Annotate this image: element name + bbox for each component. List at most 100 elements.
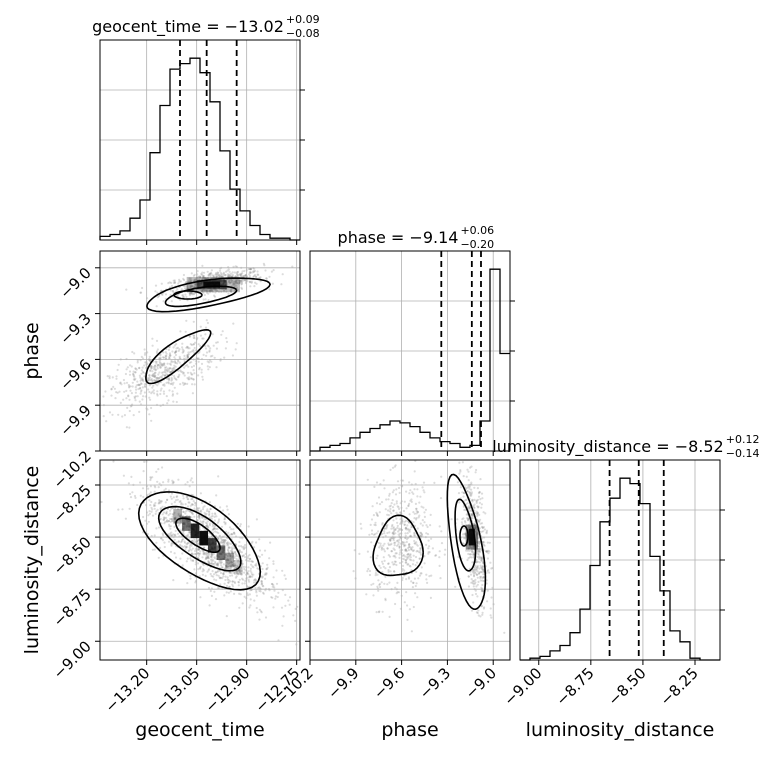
scatter-point (392, 489, 395, 492)
scatter-point (181, 508, 184, 511)
scatter-point (242, 275, 246, 278)
scatter-point (247, 578, 250, 582)
scatter-point (392, 509, 395, 512)
scatter-point (238, 540, 241, 544)
scatter-point (264, 589, 267, 592)
scatter-point (231, 552, 234, 555)
scatter-point (473, 582, 476, 585)
scatter-point (204, 525, 208, 528)
scatter-point (173, 538, 176, 542)
scatter-point (470, 578, 473, 581)
scatter-point (265, 567, 268, 571)
scatter-point (416, 488, 419, 491)
scatter-point (236, 560, 239, 563)
scatter-point (466, 490, 469, 493)
scatter-point (190, 365, 193, 369)
scatter-point (475, 501, 478, 504)
scatter-point (134, 391, 137, 394)
scatter-point (416, 561, 419, 564)
scatter-point (482, 573, 485, 576)
grid-hist-luminosity-distance (520, 460, 720, 660)
scatter-point (366, 550, 369, 553)
scatter-point (481, 497, 484, 500)
scatter-point (155, 379, 158, 382)
scatter-point (198, 507, 201, 510)
scatter-point (389, 539, 392, 542)
scatter-point (240, 286, 243, 289)
scatter-point (229, 564, 232, 567)
scatter-point (174, 556, 178, 559)
scatter-point (181, 371, 184, 374)
scatter-point (114, 397, 117, 400)
scatter-point (380, 546, 383, 549)
scatter-point (392, 532, 395, 535)
scatter-point (234, 552, 237, 556)
scatter-point (481, 577, 484, 580)
scatter-point (172, 346, 175, 349)
scatter-point (234, 543, 238, 546)
scatter-point (129, 385, 132, 388)
scatter-point (403, 500, 406, 503)
scatter-point (484, 512, 487, 515)
scatter-point (232, 282, 235, 285)
scatter-point (182, 371, 185, 374)
scatter-point (166, 402, 169, 405)
scatter-point (475, 525, 478, 529)
scatter-point (478, 545, 481, 548)
scatter-point (218, 569, 221, 573)
scatter-point (476, 487, 479, 490)
scatter-point (214, 291, 217, 294)
scatter-point (227, 543, 230, 546)
scatter-point (159, 381, 163, 384)
scatter-point (227, 546, 230, 549)
scatter-point (472, 506, 476, 509)
scatter-point (381, 570, 384, 574)
scatter-point (485, 582, 488, 585)
scatter-point (212, 528, 215, 531)
scatter-point (235, 575, 238, 578)
scatter-point (214, 557, 217, 560)
scatter-point (419, 535, 422, 538)
contour-lum-vs-phase-right-mid (454, 498, 477, 572)
scatter-point (211, 354, 214, 357)
scatter-point (227, 280, 230, 284)
scatter-point (372, 594, 375, 597)
scatter-point (222, 272, 225, 275)
scatter-point (188, 485, 191, 488)
scatter-point (272, 562, 275, 566)
scatter-point (476, 513, 479, 517)
scatter-point (206, 524, 209, 527)
scatter-point (127, 383, 130, 387)
scatter-point (401, 541, 404, 544)
scatter-point (161, 513, 164, 516)
scatter-point (252, 573, 255, 576)
scatter-point (390, 550, 393, 553)
scatter-point (165, 520, 168, 523)
scatter-point (252, 275, 255, 279)
scatter-point (202, 274, 205, 277)
scatter-point (148, 374, 151, 377)
scatter-point (390, 527, 393, 530)
scatter-point (230, 528, 233, 531)
scatter-point (164, 501, 167, 504)
contour-phase-vs-geocent-mid (164, 285, 238, 308)
scatter-point (172, 381, 175, 384)
scatter-point (384, 575, 387, 578)
scatter-point (226, 544, 229, 547)
scatter-point (170, 361, 173, 364)
scatter-point (412, 521, 415, 524)
scatter-point (480, 525, 484, 529)
scatter-point (115, 377, 118, 380)
scatter-point (476, 611, 479, 615)
scatter-point (184, 287, 187, 290)
scatter-point (148, 512, 152, 515)
scatter-point (374, 572, 377, 575)
scatter-point (174, 499, 178, 502)
scatter-point (481, 611, 484, 614)
scatter-point (392, 563, 395, 566)
scatter-point (416, 511, 420, 514)
scatter-point (141, 286, 144, 290)
scatter-point (396, 591, 399, 594)
scatter-point (232, 265, 235, 268)
scatter-point (473, 506, 476, 509)
